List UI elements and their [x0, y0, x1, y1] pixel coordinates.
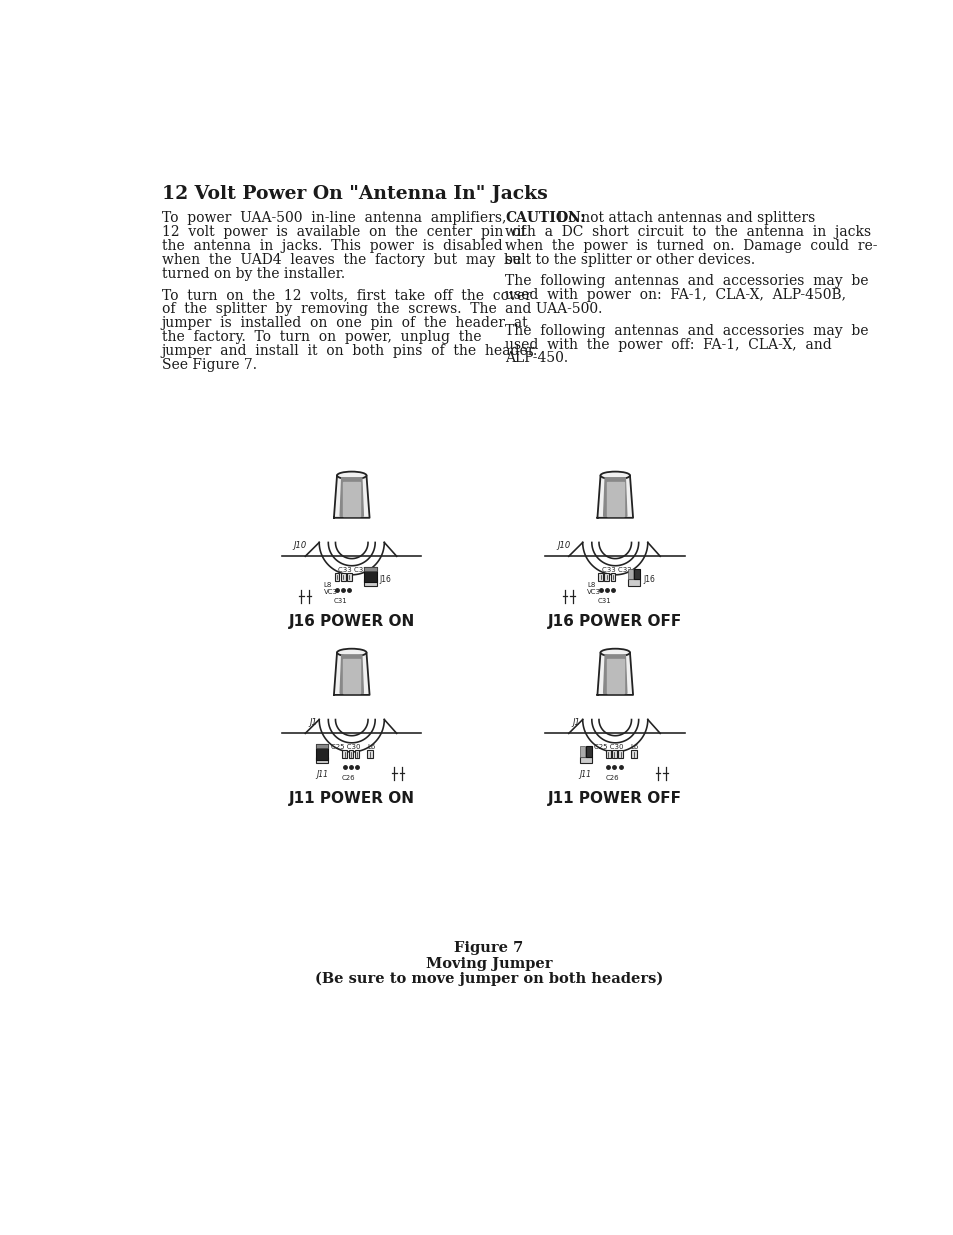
- Text: C33 C32: C33 C32: [601, 567, 631, 573]
- Text: when  the  power  is  turned  on.  Damage  could  re-: when the power is turned on. Damage coul…: [505, 240, 877, 253]
- Text: VC3: VC3: [323, 589, 337, 594]
- Bar: [627, 568, 633, 579]
- Bar: [633, 568, 639, 579]
- Text: To  turn  on  the  12  volts,  first  take  off  the  cover: To turn on the 12 volts, first take off …: [162, 288, 531, 303]
- Polygon shape: [343, 482, 360, 516]
- Text: jumper  and  install  it  on  both  pins  of  the  header.: jumper and install it on both pins of th…: [162, 343, 537, 358]
- Bar: [315, 757, 328, 763]
- Text: VC3: VC3: [587, 589, 600, 594]
- Text: J16: J16: [642, 576, 655, 584]
- Polygon shape: [334, 475, 369, 517]
- Bar: [364, 579, 376, 585]
- Text: J10: J10: [557, 541, 570, 550]
- Text: turned on by the installer.: turned on by the installer.: [162, 267, 345, 280]
- Polygon shape: [603, 478, 626, 516]
- Bar: [604, 573, 608, 580]
- Text: and UAA-500.: and UAA-500.: [505, 303, 602, 316]
- Text: Do not attach antennas and splitters: Do not attach antennas and splitters: [553, 211, 815, 225]
- Text: J11 POWER OFF: J11 POWER OFF: [548, 792, 681, 806]
- Bar: [627, 579, 639, 585]
- Bar: [340, 573, 345, 580]
- Bar: [610, 573, 615, 580]
- Ellipse shape: [336, 648, 366, 656]
- Polygon shape: [334, 652, 369, 695]
- Bar: [579, 746, 584, 757]
- Text: C26: C26: [605, 776, 618, 781]
- Text: C26: C26: [341, 776, 355, 781]
- Bar: [335, 573, 339, 580]
- Text: used  with  the  power  off:  FA-1,  CLA-X,  and: used with the power off: FA-1, CLA-X, an…: [505, 337, 831, 352]
- Text: when  the  UAD4  leaves  the  factory  but  may  be: when the UAD4 leaves the factory but may…: [162, 253, 520, 267]
- Bar: [585, 746, 592, 757]
- Text: of  the  splitter  by  removing  the  screws.  The: of the splitter by removing the screws. …: [162, 303, 497, 316]
- Polygon shape: [606, 658, 623, 693]
- Text: C31: C31: [334, 598, 348, 604]
- Bar: [612, 751, 617, 758]
- Text: with  a  DC  short  circuit  to  the  antenna  in  jacks: with a DC short circuit to the antenna i…: [505, 225, 870, 240]
- Text: J16: J16: [379, 576, 391, 584]
- Bar: [630, 751, 637, 758]
- Text: J11: J11: [579, 771, 591, 779]
- Text: J1: J1: [572, 719, 579, 727]
- Bar: [315, 745, 328, 748]
- Text: ALP-450.: ALP-450.: [505, 352, 568, 366]
- Text: C25 C30: C25 C30: [331, 745, 360, 750]
- Ellipse shape: [599, 472, 629, 479]
- Text: J10: J10: [294, 541, 307, 550]
- Text: Moving Jumper: Moving Jumper: [425, 957, 552, 971]
- Text: used  with  power  on:  FA-1,  CLA-X,  ALP-450B,: used with power on: FA-1, CLA-X, ALP-450…: [505, 288, 845, 303]
- Text: The  following  antennas  and  accessories  may  be: The following antennas and accessories m…: [505, 324, 868, 337]
- Polygon shape: [606, 482, 623, 516]
- Text: J16 POWER OFF: J16 POWER OFF: [548, 614, 681, 629]
- Text: L6: L6: [367, 745, 375, 750]
- Polygon shape: [603, 655, 626, 693]
- Text: J11 POWER ON: J11 POWER ON: [289, 792, 415, 806]
- Text: C33 C32: C33 C32: [338, 567, 368, 573]
- Text: the  factory.  To  turn  on  power,  unplug  the: the factory. To turn on power, unplug th…: [162, 330, 481, 343]
- Polygon shape: [340, 478, 363, 516]
- Polygon shape: [597, 652, 633, 695]
- Text: J11: J11: [315, 771, 328, 779]
- Bar: [364, 567, 376, 583]
- Text: The  following  antennas  and  accessories  may  be: The following antennas and accessories m…: [505, 274, 868, 289]
- Text: 12 Volt Power On "Antenna In" Jacks: 12 Volt Power On "Antenna In" Jacks: [162, 185, 547, 204]
- Bar: [355, 751, 359, 758]
- Text: the  antenna  in  jacks.  This  power  is  disabled: the antenna in jacks. This power is disa…: [162, 240, 502, 253]
- Bar: [347, 573, 352, 580]
- Text: C31: C31: [597, 598, 611, 604]
- Text: 12  volt  power  is  available  on  the  center  pin  of: 12 volt power is available on the center…: [162, 225, 525, 240]
- Polygon shape: [343, 658, 360, 693]
- Text: To  power  UAA-500  in-line  antenna  amplifiers,: To power UAA-500 in-line antenna amplifi…: [162, 211, 506, 225]
- Text: C25 C30: C25 C30: [594, 745, 623, 750]
- Text: CAUTION:: CAUTION:: [505, 211, 585, 225]
- Bar: [342, 751, 347, 758]
- Text: See Figure 7.: See Figure 7.: [162, 358, 256, 372]
- Bar: [348, 751, 353, 758]
- Text: J16 POWER ON: J16 POWER ON: [289, 614, 415, 629]
- Text: jumper  is  installed  on  one  pin  of  the  header  at: jumper is installed on one pin of the he…: [162, 316, 528, 330]
- Text: L8: L8: [587, 583, 595, 589]
- Text: L8: L8: [323, 583, 332, 589]
- Ellipse shape: [336, 472, 366, 479]
- Ellipse shape: [599, 648, 629, 656]
- Text: L6: L6: [630, 745, 639, 750]
- Bar: [598, 573, 602, 580]
- Bar: [579, 757, 592, 763]
- Polygon shape: [340, 655, 363, 693]
- Text: Figure 7: Figure 7: [454, 941, 523, 956]
- Bar: [315, 745, 328, 760]
- Bar: [618, 751, 622, 758]
- Bar: [605, 751, 610, 758]
- Bar: [367, 751, 373, 758]
- Text: J1: J1: [309, 719, 316, 727]
- Text: sult to the splitter or other devices.: sult to the splitter or other devices.: [505, 253, 755, 267]
- Text: (Be sure to move jumper on both headers): (Be sure to move jumper on both headers): [314, 972, 662, 987]
- Polygon shape: [597, 475, 633, 517]
- Bar: [364, 567, 376, 571]
